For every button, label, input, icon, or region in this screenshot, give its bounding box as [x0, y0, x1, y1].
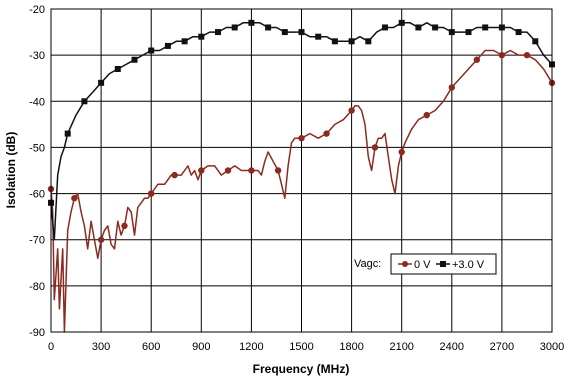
y-tick-label: -30	[29, 50, 45, 62]
data-point	[523, 51, 531, 59]
data-point	[315, 33, 322, 40]
data-point	[423, 111, 430, 119]
data-point	[224, 167, 232, 174]
x-tick-label: 1800	[339, 341, 363, 353]
data-point	[98, 79, 105, 86]
data-point	[198, 167, 205, 174]
data-point	[198, 33, 205, 40]
x-tick-label: 2700	[490, 341, 514, 353]
data-point	[231, 24, 238, 31]
data-point	[298, 135, 305, 142]
x-tick-label: 2400	[440, 341, 464, 353]
legend-title: Vagc:	[354, 258, 381, 270]
legend-items: 0 V +3.0 V	[398, 259, 485, 271]
data-point	[248, 167, 255, 174]
x-tick-label: 900	[192, 341, 210, 353]
data-point	[482, 24, 489, 31]
data-point	[274, 167, 282, 174]
data-point	[323, 130, 330, 137]
x-axis-title: Frequency (MHz)	[253, 362, 350, 376]
legend-label: +3.0 V	[452, 259, 485, 271]
x-tick-label: 600	[142, 341, 160, 353]
legend: Vagc: 0 V +3.0 V	[354, 253, 497, 275]
data-point	[448, 29, 455, 36]
data-point	[498, 24, 505, 31]
y-tick-label: -70	[29, 235, 45, 247]
y-tick-label: -60	[29, 189, 45, 201]
x-tick-label: 0	[48, 341, 54, 353]
data-point	[265, 24, 272, 31]
x-tick-label: 1200	[239, 341, 263, 353]
data-point	[215, 29, 221, 36]
data-point	[432, 24, 439, 31]
y-tick-label: -20	[29, 4, 45, 16]
data-point	[498, 51, 506, 59]
data-point	[148, 190, 155, 197]
data-point	[164, 42, 171, 49]
data-point	[114, 65, 121, 72]
data-point	[348, 38, 355, 45]
data-point	[81, 98, 88, 105]
data-point	[415, 24, 422, 31]
legend-label: 0 V	[414, 259, 431, 271]
data-point	[248, 19, 255, 26]
data-point	[473, 56, 481, 63]
series-layer	[47, 19, 556, 333]
data-point	[331, 38, 338, 45]
data-point	[64, 130, 71, 137]
data-point	[398, 148, 405, 156]
data-point	[148, 47, 155, 54]
x-tick-label: 3000	[540, 341, 564, 353]
y-tick-label: -40	[29, 96, 45, 108]
data-point	[398, 19, 405, 26]
data-point	[371, 144, 379, 151]
data-point	[298, 29, 305, 36]
data-point	[465, 29, 472, 36]
data-point	[181, 38, 188, 45]
data-point	[131, 56, 138, 63]
plot-frame	[50, 8, 553, 333]
data-point	[281, 29, 288, 36]
data-point	[515, 29, 522, 36]
y-axis-title: Isolation (dB)	[4, 132, 18, 209]
legend-marker	[402, 261, 408, 267]
data-point	[121, 222, 128, 230]
data-point	[97, 236, 105, 243]
data-point	[382, 24, 388, 31]
tick-labels: 0 300 600 900 1200 1500 1800 2100 2400 2700 3000 -2…	[29, 4, 564, 353]
data-point	[532, 38, 539, 45]
data-point	[365, 38, 372, 45]
data-point	[71, 194, 78, 202]
y-tick-label: -50	[29, 142, 45, 154]
y-tick-label: -80	[29, 281, 45, 293]
y-tick-label: -90	[29, 327, 45, 339]
x-tick-label: 1500	[289, 341, 313, 353]
series-line-1	[50, 22, 553, 241]
data-point	[171, 171, 178, 179]
data-point	[348, 107, 355, 114]
data-point	[448, 84, 455, 91]
x-tick-label: 2100	[389, 341, 413, 353]
legend-marker	[440, 261, 446, 267]
x-tick-label: 300	[92, 341, 110, 353]
